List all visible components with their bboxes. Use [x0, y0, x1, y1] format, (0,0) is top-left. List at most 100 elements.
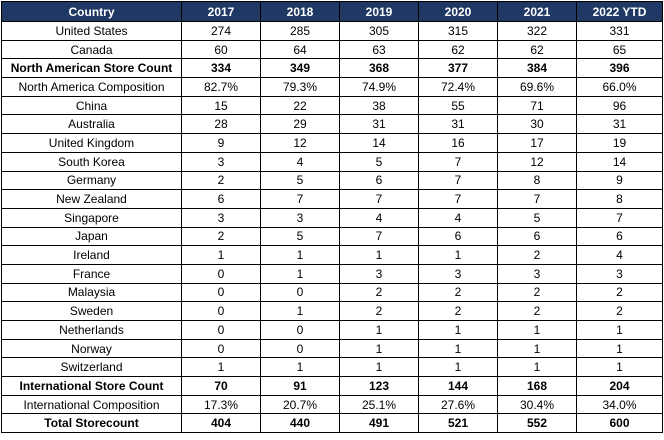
table-body: United States 274 285 305 315 322 331 Canada 60 6… — [1, 21, 663, 434]
cell-value: 404 — [181, 413, 261, 434]
row-label: France — [1, 263, 182, 284]
table-row: International Store Count 70 91 123 144 168 20… — [1, 376, 663, 396]
table-row: Ireland 1 1 1 1 2 4 — [1, 245, 663, 265]
cell-value: 3 — [339, 263, 419, 284]
cell-value: 30 — [497, 114, 577, 135]
header-2018: 2018 — [260, 1, 340, 22]
row-label: Norway — [1, 338, 182, 359]
table-row: Malaysia 0 0 2 2 2 2 — [1, 282, 663, 303]
cell-value: 396 — [576, 58, 663, 79]
cell-value: 1 — [576, 357, 663, 378]
cell-value: 2 — [497, 282, 577, 303]
cell-value: 20.7% — [260, 394, 340, 415]
cell-value: 0 — [260, 282, 340, 303]
table-row: United States 274 285 305 315 322 331 — [1, 21, 663, 41]
cell-value: 1 — [339, 245, 419, 265]
row-label: Netherlands — [1, 320, 182, 340]
cell-value: 5 — [260, 226, 340, 247]
row-label: Total Storecount — [1, 413, 182, 434]
cell-value: 1 — [260, 245, 340, 265]
header-2020: 2020 — [418, 1, 498, 22]
cell-value: 5 — [260, 170, 340, 191]
cell-value: 22 — [260, 95, 340, 116]
cell-value: 27.6% — [418, 394, 498, 415]
cell-value: 14 — [576, 151, 663, 172]
table-row: New Zealand 6 7 7 7 7 8 — [1, 189, 663, 209]
cell-value: 30.4% — [497, 394, 577, 415]
cell-value: 491 — [339, 413, 419, 434]
cell-value: 144 — [418, 376, 498, 396]
row-label: New Zealand — [1, 189, 182, 209]
cell-value: 82.7% — [181, 77, 261, 97]
cell-value: 3 — [181, 151, 261, 172]
table-row: International Composition 17.3% 20.7% 25.1%… — [1, 394, 663, 415]
cell-value: 91 — [260, 376, 340, 396]
cell-value: 74.9% — [339, 77, 419, 97]
cell-value: 12 — [260, 133, 340, 153]
cell-value: 334 — [181, 58, 261, 79]
table-row: Netherlands 0 0 1 1 1 1 — [1, 320, 663, 340]
cell-value: 7 — [418, 151, 498, 172]
cell-value: 0 — [260, 320, 340, 340]
cell-value: 3 — [181, 207, 261, 228]
cell-value: 168 — [497, 376, 577, 396]
cell-value: 2 — [576, 301, 663, 321]
row-label: United States — [1, 21, 182, 41]
cell-value: 2 — [497, 245, 577, 265]
cell-value: 2 — [339, 282, 419, 303]
cell-value: 7 — [418, 170, 498, 191]
row-label: South Korea — [1, 151, 182, 172]
table-row: Sweden 0 1 2 2 2 2 — [1, 301, 663, 321]
cell-value: 79.3% — [260, 77, 340, 97]
cell-value: 1 — [418, 320, 498, 340]
cell-value: 6 — [576, 226, 663, 247]
cell-value: 1 — [576, 338, 663, 359]
cell-value: 7 — [418, 189, 498, 209]
cell-value: 29 — [260, 114, 340, 135]
cell-value: 6 — [339, 170, 419, 191]
row-label: Malaysia — [1, 282, 182, 303]
cell-value: 368 — [339, 58, 419, 79]
table-row: United Kingdom 9 12 14 16 17 19 — [1, 133, 663, 153]
cell-value: 17 — [497, 133, 577, 153]
cell-value: 4 — [339, 207, 419, 228]
cell-value: 6 — [181, 189, 261, 209]
cell-value: 1 — [497, 357, 577, 378]
table-row: China 15 22 38 55 71 96 — [1, 95, 663, 116]
header-2019: 2019 — [339, 1, 419, 22]
cell-value: 69.6% — [497, 77, 577, 97]
cell-value: 274 — [181, 21, 261, 41]
cell-value: 1 — [418, 338, 498, 359]
table-row: South Korea 3 4 5 7 12 14 — [1, 151, 663, 172]
cell-value: 65 — [576, 39, 663, 60]
cell-value: 70 — [181, 376, 261, 396]
cell-value: 552 — [497, 413, 577, 434]
cell-value: 1 — [418, 357, 498, 378]
header-2017: 2017 — [181, 1, 261, 22]
cell-value: 60 — [181, 39, 261, 60]
cell-value: 2 — [418, 301, 498, 321]
cell-value: 3 — [418, 263, 498, 284]
row-label: Singapore — [1, 207, 182, 228]
row-label: Switzerland — [1, 357, 182, 378]
cell-value: 331 — [576, 21, 663, 41]
cell-value: 63 — [339, 39, 419, 60]
table-row: Germany 2 5 6 7 8 9 — [1, 170, 663, 191]
cell-value: 72.4% — [418, 77, 498, 97]
cell-value: 0 — [181, 282, 261, 303]
cell-value: 34.0% — [576, 394, 663, 415]
cell-value: 15 — [181, 95, 261, 116]
cell-value: 2 — [181, 226, 261, 247]
cell-value: 1 — [260, 301, 340, 321]
cell-value: 0 — [181, 338, 261, 359]
cell-value: 62 — [418, 39, 498, 60]
cell-value: 12 — [497, 151, 577, 172]
cell-value: 315 — [418, 21, 498, 41]
cell-value: 0 — [181, 301, 261, 321]
cell-value: 66.0% — [576, 77, 663, 97]
cell-value: 19 — [576, 133, 663, 153]
cell-value: 71 — [497, 95, 577, 116]
row-label: Ireland — [1, 245, 182, 265]
